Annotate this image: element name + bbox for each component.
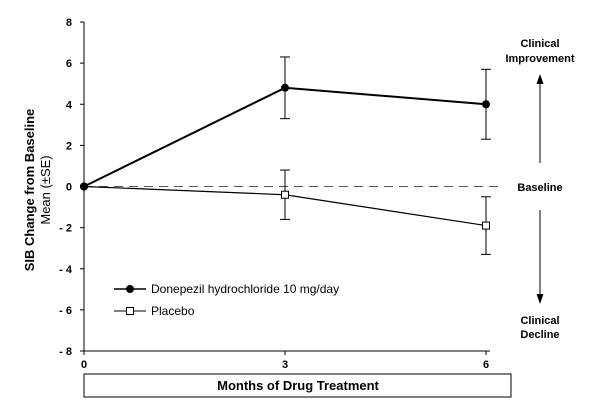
series-1 [80,169,491,255]
x-axis-label: Months of Drug Treatment [217,378,379,393]
series [80,56,491,255]
data-point [482,221,490,230]
data-point [80,182,88,191]
x-tick-label: 0 [81,359,87,371]
y-tick-label: 8 [66,17,72,29]
legend: Donepezil hydrochloride 10 mg/day Placeb… [114,282,339,318]
clinical-decline-label-2: Decline [520,329,559,341]
x-tick-label: 6 [483,359,489,371]
y-tick-label: 4 [66,99,73,111]
data-point [281,83,289,92]
data-point [482,100,490,109]
legend-marker-placebo [126,307,134,315]
y-axis-sublabel: Mean (±SE) [38,155,53,224]
y-axis-label: SIB Change from Baseline [22,109,37,272]
y-tick-label: 2 [66,140,72,152]
up-arrow-head [536,74,544,84]
legend-label-donepezil: Donepezil hydrochloride 10 mg/day [151,282,339,296]
baseline-label: Baseline [517,182,562,194]
y-tick-label: - 4 [59,264,73,276]
y-tick-label: - 2 [59,223,72,235]
x-tick-label: 3 [282,359,288,371]
clinical-decline-label-1: Clinical [520,315,559,327]
clinical-improvement-label-2: Improvement [505,53,574,65]
clinical-improvement-label-1: Clinical [520,38,559,50]
y-axis-title: SIB Change from Baseline Mean (±SE) [22,109,53,272]
x-axis-title-box [83,373,512,398]
y-tick-label: - 6 [59,305,72,317]
legend-item-donepezil: Donepezil hydrochloride 10 mg/day [114,282,339,296]
legend-label-placebo: Placebo [151,304,195,318]
legend-marker-donepezil [126,285,134,293]
x-axis: 0 3 6 [81,350,490,371]
y-tick-label: 6 [66,58,72,70]
down-arrow-head [536,294,544,304]
y-tick-label: - 8 [59,346,72,358]
y-tick-label: 0 [66,182,72,194]
data-point [281,190,289,199]
legend-item-placebo: Placebo [114,304,195,318]
